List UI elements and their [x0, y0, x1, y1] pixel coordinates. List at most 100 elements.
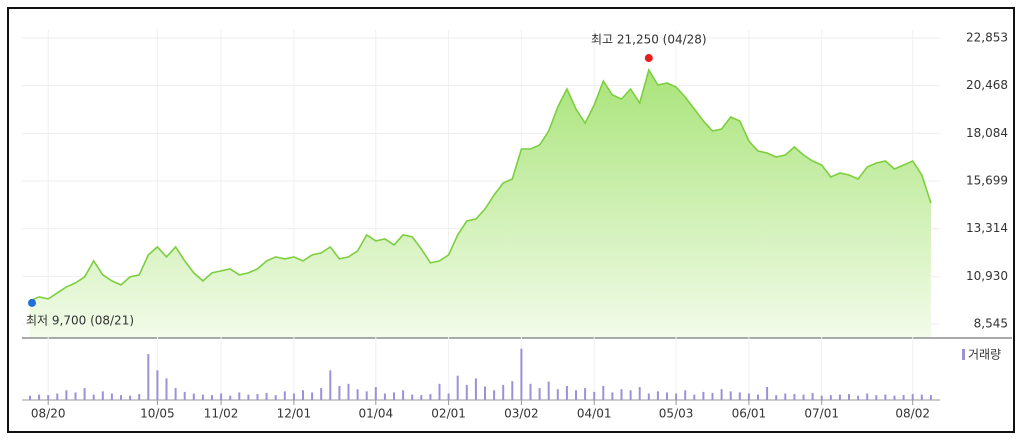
- volume-bar: [356, 389, 359, 400]
- volume-bar: [720, 389, 723, 400]
- x-tick-label: 04/01: [577, 407, 612, 421]
- volume-bar: [529, 383, 532, 400]
- y-tick-label: 10,930: [966, 269, 1008, 283]
- x-tick-label: 07/01: [804, 407, 839, 421]
- volume-bar: [447, 393, 450, 400]
- volume-bar: [192, 393, 195, 400]
- x-tick-label: 03/02: [504, 407, 539, 421]
- volume-bar: [456, 375, 459, 400]
- volume-bar: [220, 393, 223, 400]
- volume-bar: [484, 386, 486, 400]
- y-tick-label: 22,853: [966, 31, 1008, 45]
- volume-bar: [857, 395, 860, 400]
- volume-bar: [420, 395, 423, 400]
- volume-bar: [238, 392, 241, 400]
- volume-bar: [474, 378, 477, 400]
- volume-bar: [611, 392, 614, 400]
- volume-bar: [29, 395, 31, 400]
- volume-bar: [229, 395, 232, 400]
- volume-bar: [747, 393, 750, 400]
- volume-bar: [256, 394, 259, 400]
- legend-swatch: [962, 349, 965, 360]
- x-tick-label: 08/02: [895, 407, 930, 421]
- volume-bar: [83, 388, 86, 400]
- volume-bar: [766, 387, 769, 400]
- volume-bar: [347, 383, 350, 400]
- x-tick-label: 06/01: [732, 407, 767, 421]
- volume-bar: [802, 394, 805, 400]
- volume-bar: [292, 393, 295, 400]
- x-tick-label: 01/04: [359, 407, 394, 421]
- volume-bar: [811, 392, 814, 400]
- x-tick-label: 10/05: [140, 407, 175, 421]
- volume-bar: [92, 394, 95, 400]
- volume-bar: [174, 388, 177, 400]
- volume-bar: [165, 378, 168, 400]
- volume-bar: [757, 394, 759, 400]
- volume-bar: [74, 392, 77, 400]
- volume-bar: [929, 395, 932, 400]
- volume-bar: [302, 390, 304, 400]
- volume-bar: [702, 391, 705, 400]
- volume-bar: [247, 394, 250, 400]
- volume-bar: [283, 391, 286, 400]
- volume-bar: [147, 354, 150, 400]
- y-tick-label: 20,468: [966, 78, 1008, 92]
- x-tick-label: 02/01: [431, 407, 466, 421]
- volume-bar: [893, 395, 896, 400]
- volume-bar: [438, 383, 441, 400]
- x-tick-label: 05/03: [659, 407, 694, 421]
- volume-bar: [793, 394, 796, 400]
- volume-bar: [602, 385, 605, 400]
- volume-bar: [365, 391, 368, 400]
- volume-bar: [620, 389, 623, 400]
- volume-bar: [65, 390, 68, 400]
- x-tick-label: 08/20: [31, 407, 66, 421]
- volume-bar: [374, 387, 377, 400]
- volume-bar: [429, 394, 432, 400]
- volume-bar: [775, 395, 778, 400]
- volume-bar: [547, 381, 550, 400]
- volume-bar: [120, 395, 122, 400]
- x-tick-label: 11/02: [204, 407, 239, 421]
- high-label: 최고 21,250 (04/28): [591, 33, 707, 47]
- volume-bar: [666, 392, 668, 400]
- volume-bar: [638, 387, 641, 400]
- volume-bar: [502, 384, 505, 400]
- volume-bar: [902, 395, 905, 400]
- volume-bar: [693, 394, 696, 400]
- volume-bar: [875, 395, 878, 400]
- volume-bar: [138, 394, 141, 400]
- volume-bar: [493, 390, 496, 400]
- y-tick-label: 15,699: [966, 174, 1008, 188]
- volume-bar: [129, 395, 132, 400]
- volume-bar: [47, 395, 50, 400]
- volume-bar: [829, 395, 832, 400]
- high-marker: [644, 54, 653, 63]
- volume-bar: [201, 394, 204, 400]
- volume-bar: [729, 391, 732, 400]
- volume-bar: [311, 392, 314, 400]
- volume-bar: [884, 394, 887, 400]
- volume-bar: [556, 389, 559, 400]
- volume-bar: [38, 394, 41, 400]
- volume-bar: [56, 393, 59, 400]
- volume-bar: [411, 394, 414, 400]
- volume-bar: [393, 392, 395, 400]
- volume-bar: [183, 391, 186, 400]
- volume-bar: [738, 392, 741, 400]
- low-label: 최저 9,700 (08/21): [26, 313, 134, 327]
- volume-bar: [320, 388, 323, 400]
- volume-bar: [684, 390, 687, 400]
- volume-bar: [820, 395, 823, 400]
- volume-bar: [675, 393, 678, 400]
- volume-bar: [329, 370, 332, 400]
- volume-bar: [866, 393, 869, 400]
- volume-bar: [520, 348, 523, 400]
- x-tick-label: 12/01: [277, 407, 312, 421]
- volume-bar: [647, 393, 650, 400]
- volume-bar: [920, 394, 923, 400]
- volume-bar: [565, 385, 568, 400]
- volume-bar: [656, 391, 659, 400]
- low-marker: [28, 298, 36, 307]
